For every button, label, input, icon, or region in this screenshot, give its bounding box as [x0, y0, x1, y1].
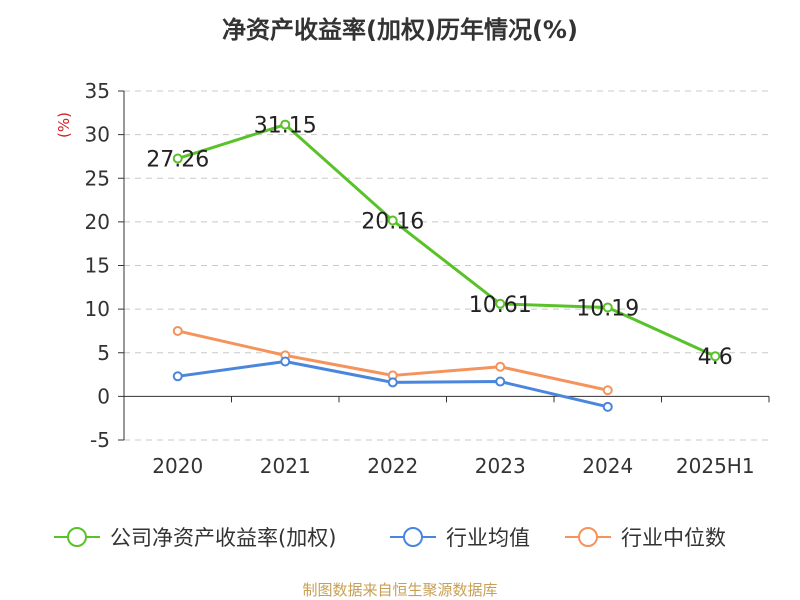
legend-marker	[67, 527, 87, 547]
data-point	[280, 356, 291, 367]
series-line	[177, 123, 716, 358]
legend-marker	[578, 527, 598, 547]
data-point	[280, 119, 291, 130]
y-tick-label: 35	[85, 79, 110, 103]
data-point	[495, 361, 506, 372]
data-point	[602, 302, 613, 313]
y-tick-label: 0	[97, 384, 110, 408]
y-tick-label: 5	[97, 341, 110, 365]
data-label: 20.16	[361, 209, 424, 234]
legend-label: 公司净资产收益率(加权)	[110, 526, 337, 550]
y-tick-label: 15	[85, 254, 110, 278]
legend-item[interactable]: 行业均值	[388, 522, 530, 552]
legend-swatch	[565, 527, 611, 547]
legend-label: 行业中位数	[621, 526, 726, 550]
series-0: 27.26 31.15 20.16 10.61 10.19 4.6	[146, 114, 732, 371]
data-label: 10.19	[576, 296, 639, 321]
chart-title: 净资产收益率(加权)历年情况(%)	[222, 16, 578, 44]
data-point	[387, 377, 398, 388]
y-tick-label: -5	[90, 428, 110, 452]
series-1	[172, 356, 613, 412]
legend-marker	[403, 527, 423, 547]
data-label: 31.15	[254, 114, 317, 139]
legend-item[interactable]: 行业中位数	[563, 522, 726, 552]
data-point	[495, 298, 506, 309]
x-tick-label: 2025H1	[676, 454, 755, 478]
data-label: 10.61	[469, 293, 532, 318]
x-tick-label: 2023	[475, 454, 526, 478]
data-point	[387, 215, 398, 226]
data-label: 27.26	[146, 148, 209, 173]
data-point	[602, 401, 613, 412]
y-tick-label: 25	[85, 166, 110, 190]
x-tick-label: 2021	[260, 454, 311, 478]
data-point	[495, 376, 506, 387]
legend-item[interactable]: 公司净资产收益率(加权)	[52, 522, 336, 552]
data-label: 4.6	[698, 345, 733, 370]
legend-swatch	[54, 527, 100, 547]
legend-swatch	[390, 527, 436, 547]
y-tick-label: 30	[85, 123, 110, 147]
x-tick-label: 2024	[582, 454, 633, 478]
data-point	[172, 153, 183, 164]
data-point	[172, 325, 183, 336]
data-point	[172, 371, 183, 382]
x-tick-label: 2020	[152, 454, 203, 478]
data-point	[710, 351, 721, 362]
y-axis-label: (%)	[55, 112, 73, 138]
legend-label: 行业均值	[446, 526, 530, 550]
source-note: 制图数据来自恒生聚源数据库	[302, 581, 498, 599]
chart-legend: 公司净资产收益率(加权) 行业均值 行业中位数	[0, 522, 800, 552]
y-tick-label: 20	[85, 210, 110, 234]
data-point	[602, 385, 613, 396]
x-tick-label: 2022	[367, 454, 418, 478]
y-tick-label: 10	[85, 297, 110, 321]
